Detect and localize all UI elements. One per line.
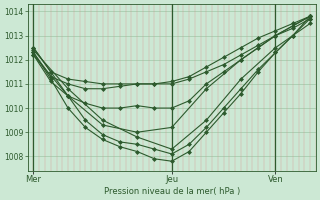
X-axis label: Pression niveau de la mer( hPa ): Pression niveau de la mer( hPa ): [104, 187, 240, 196]
